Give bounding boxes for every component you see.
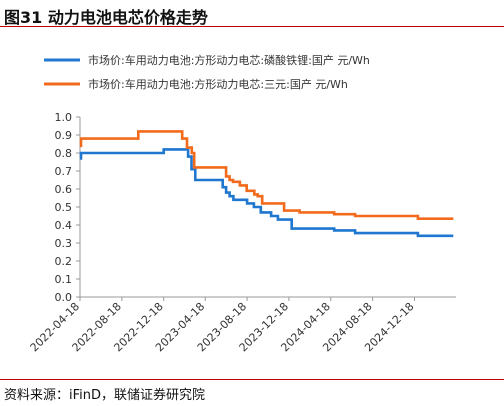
y-tick-label: 0.8 [55,147,73,160]
y-tick-label: 0.0 [55,291,73,304]
y-tick-label: 0.2 [55,255,73,268]
axes: 0.00.10.20.30.40.50.60.70.80.91.02022-04… [28,111,456,354]
y-tick-label: 0.3 [55,237,73,250]
y-tick-label: 0.9 [55,129,73,142]
series-layer [79,130,454,238]
y-tick-label: 0.1 [55,273,73,286]
source-divider [0,379,504,380]
y-tick-label: 0.5 [55,201,73,214]
y-tick-label: 0.7 [55,165,73,178]
source-note: 资料来源：iFinD，联储证券研究院 [4,388,206,403]
legend-label: 市场价:车用动力电池:方形动力电芯:三元:国产 元/Wh [88,77,348,91]
legend-label: 市场价:车用动力电池:方形动力电芯:磷酸铁锂:国产 元/Wh [88,53,370,67]
series-line [79,130,454,220]
y-tick-label: 0.4 [55,219,73,232]
legend: 市场价:车用动力电池:方形动力电芯:磷酸铁锂:国产 元/Wh 市场价:车用动力电池… [44,53,370,91]
y-tick-label: 1.0 [55,111,73,124]
title-divider [0,26,504,27]
y-tick-label: 0.6 [55,183,73,196]
line-chart: 市场价:车用动力电池:方形动力电芯:磷酸铁锂:国产 元/Wh 市场价:车用动力电池… [28,53,456,354]
chart-title: 图31 动力电池电芯价格走势 [4,8,208,27]
series-line [79,148,454,238]
